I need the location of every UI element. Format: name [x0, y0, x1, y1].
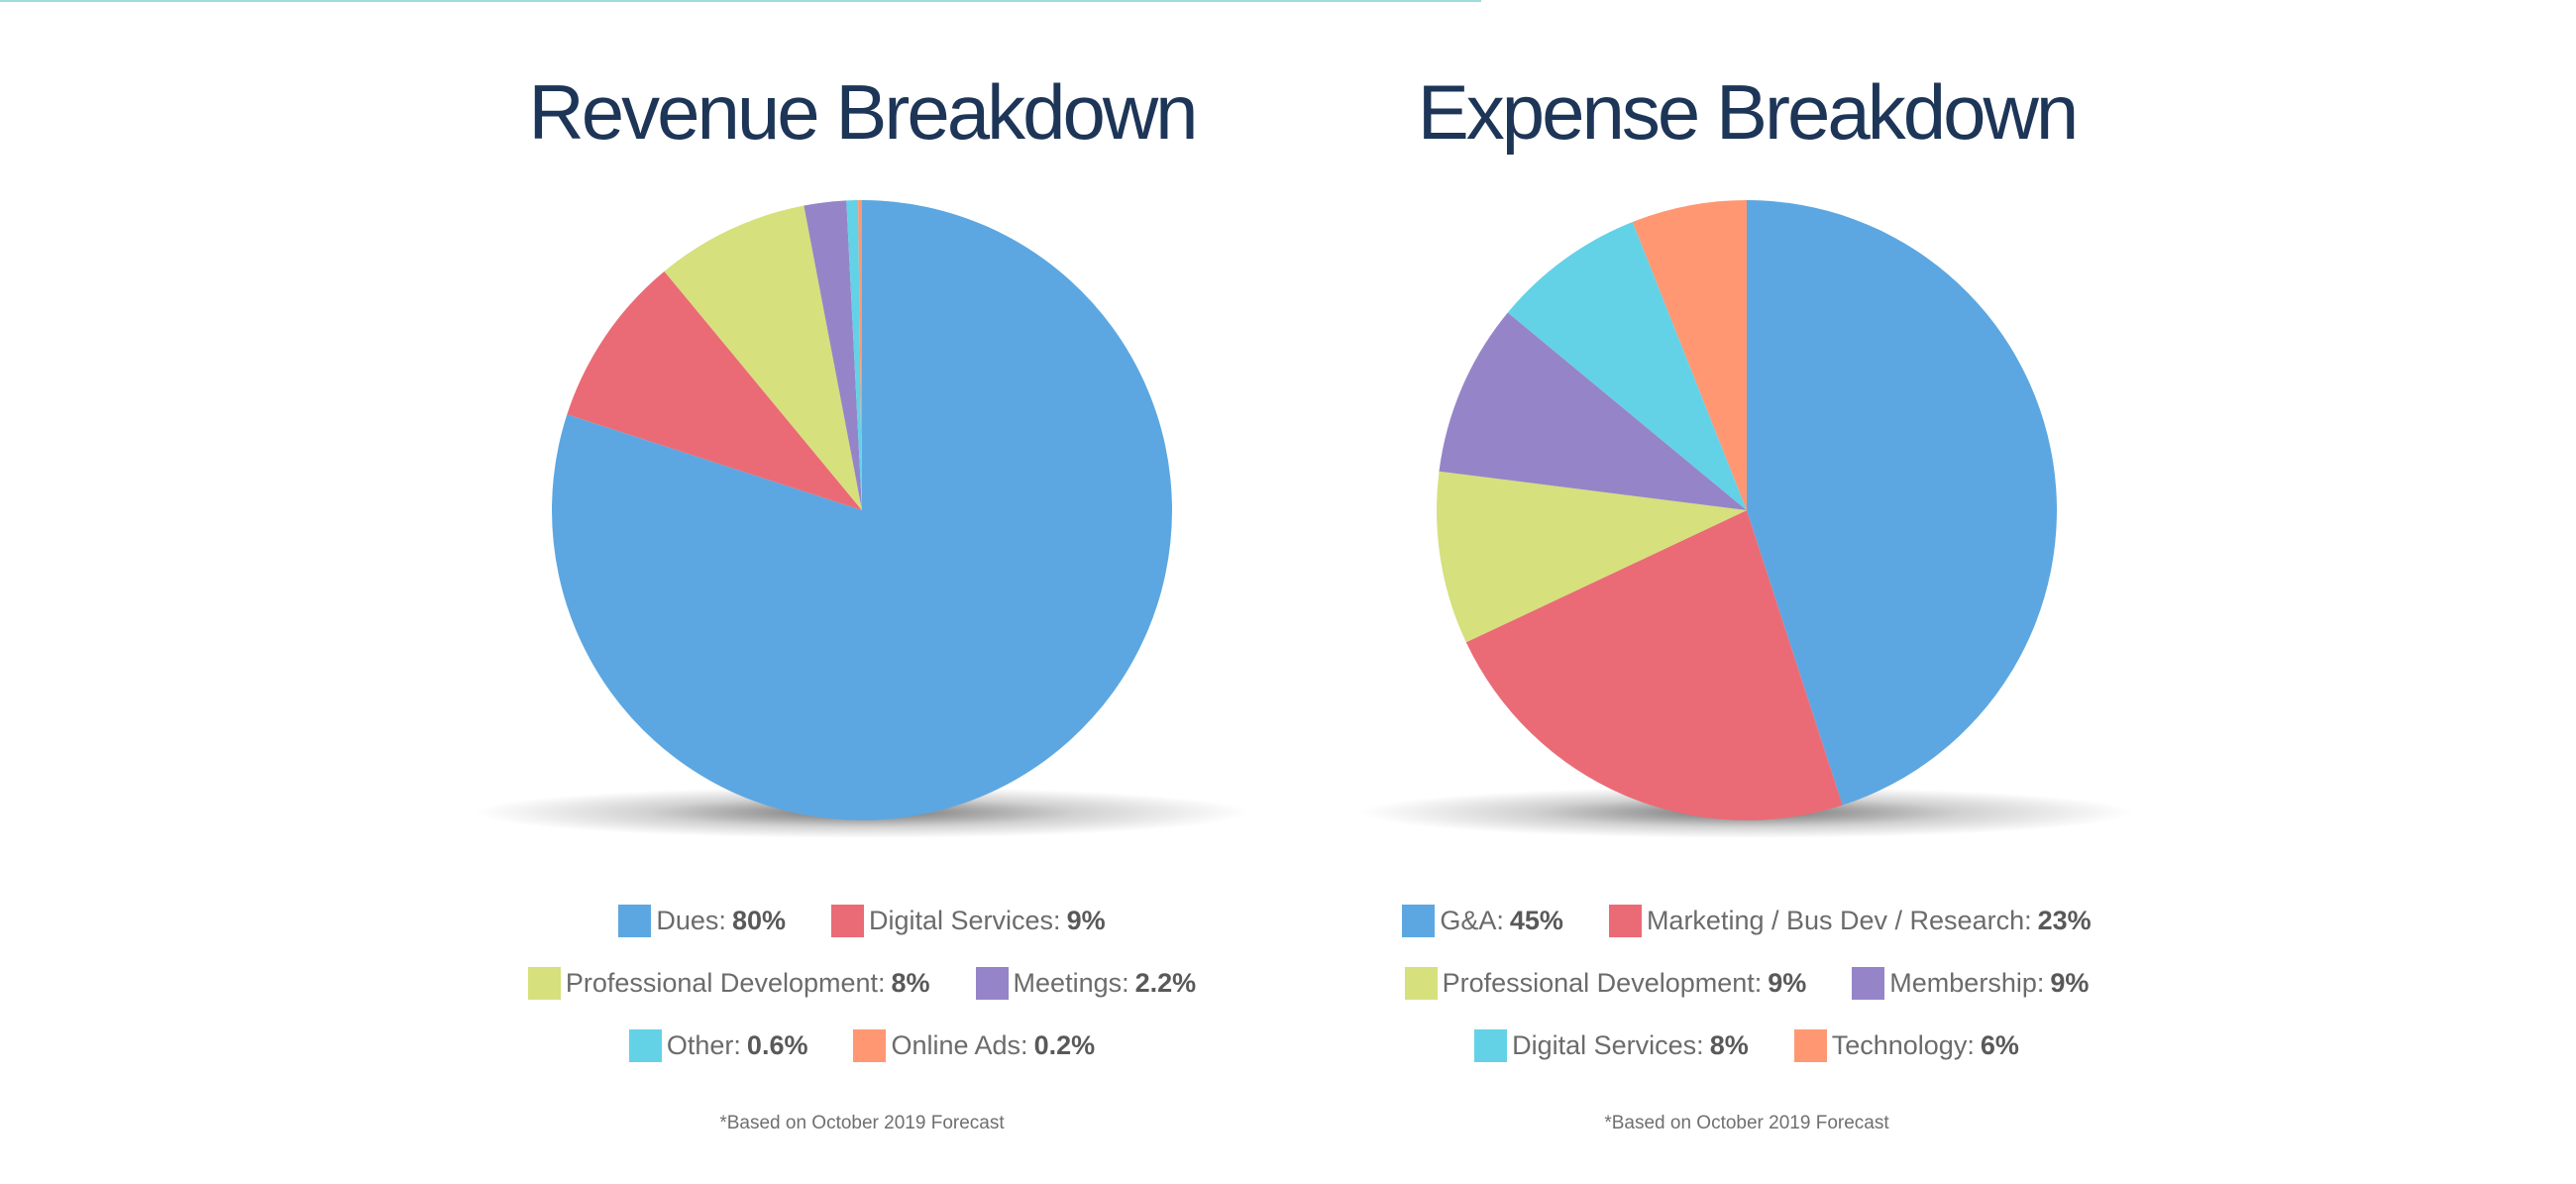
pie-slice-online-ads — [858, 199, 862, 511]
legend-row: Professional Development: 8% Meetings: 2.2% — [485, 952, 1238, 1015]
legend-row: Professional Development: 9% Membership: 9% — [1370, 952, 2123, 1015]
legend-swatch — [975, 967, 1009, 1000]
legend-value: 0.2% — [1033, 1030, 1096, 1060]
legend-value: 9% — [1066, 906, 1106, 935]
legend-value: 2.2% — [1134, 968, 1197, 998]
legend-value: 45% — [1509, 906, 1563, 935]
legend-swatch — [1404, 967, 1438, 1000]
pie-slice-dues — [552, 200, 1173, 820]
legend-swatch — [628, 1029, 662, 1062]
pie-slice-meetings — [804, 200, 862, 510]
legend-value: 0.6% — [746, 1030, 808, 1060]
legend-swatch — [1402, 905, 1436, 937]
top-divider-line — [0, 0, 1481, 2]
legend-item-digital-services: Digital Services: 8% — [1474, 1029, 1749, 1062]
legend-item-other: Other: 0.6% — [628, 1029, 808, 1062]
legend-item-g-a: G&A: 45% — [1402, 905, 1563, 937]
legend-label: Digital Services: — [869, 906, 1061, 935]
legend-swatch — [1793, 1029, 1827, 1062]
legend-row: Other: 0.6% Online Ads: 0.2% — [485, 1015, 1238, 1077]
pie-slice-digital-services — [1507, 221, 1747, 511]
pie-slice-membership — [1439, 312, 1747, 510]
legend-row: Dues: 80% Digital Services: 9% — [485, 890, 1238, 952]
chart-footnote: *Based on October 2019 Forecast — [719, 1113, 1005, 1133]
pie-slice-professional-development — [1437, 471, 1747, 643]
legend-item-dues: Dues: 80% — [618, 905, 786, 937]
legend-label: Professional Development: — [565, 968, 886, 998]
legend-value: 23% — [2037, 906, 2092, 935]
legend-label: Technology: — [1831, 1030, 1975, 1060]
legend-item-digital-services: Digital Services: 9% — [831, 905, 1106, 937]
legend-label: Professional Development: — [1442, 968, 1763, 998]
legend-item-online-ads: Online Ads: 0.2% — [853, 1029, 1095, 1062]
legend-swatch — [1852, 967, 1885, 1000]
legend-label: Meetings: — [1013, 968, 1129, 998]
legend-item-technology: Technology: 6% — [1793, 1029, 2019, 1062]
legend-value: 9% — [2050, 968, 2090, 998]
legend-row: Digital Services: 8% Technology: 6% — [1370, 1015, 2123, 1077]
legend-label: Digital Services: — [1512, 1030, 1704, 1060]
expense-pie-chart — [1358, 200, 2135, 838]
legend-swatch — [831, 905, 864, 937]
expense-chart-panel: Expense Breakdown G&A: 45% Marketing / Bus… — [1358, 0, 2135, 1184]
legend-label: Marketing / Bus Dev / Research: — [1646, 906, 2032, 935]
revenue-pie-chart — [474, 199, 1250, 838]
legend-item-marketing-bus-dev-research: Marketing / Bus Dev / Research: 23% — [1608, 905, 2092, 937]
legend-item-professional-development: Professional Development: 9% — [1404, 967, 1807, 1000]
legend-label: Dues: — [656, 906, 726, 935]
pie-slice-other — [846, 200, 862, 510]
chart-footnote: *Based on October 2019 Forecast — [1604, 1113, 1889, 1133]
legend-value: 9% — [1768, 968, 1807, 998]
revenue-legend: Dues: 80% Digital Services: 9% Professional … — [485, 890, 1238, 1077]
legend-label: Membership: — [1889, 968, 2045, 998]
legend-swatch — [618, 905, 652, 937]
legend-label: G&A: — [1440, 906, 1504, 935]
legend-label: Online Ads: — [891, 1030, 1028, 1060]
pie-slice-g-a — [1747, 200, 2057, 806]
chart-title: Expense Breakdown — [1417, 68, 2079, 156]
legend-swatch — [1474, 1029, 1508, 1062]
legend-value: 80% — [731, 906, 786, 935]
chart-title: Revenue Breakdown — [528, 68, 1198, 156]
revenue-chart-panel: Revenue Breakdown Dues: 80% Digital Servic… — [474, 0, 1250, 1184]
legend-swatch — [853, 1029, 887, 1062]
pie-slice-marketing-bus-dev-research — [1465, 510, 1843, 820]
legend-row: G&A: 45% Marketing / Bus Dev / Research: 23… — [1370, 890, 2123, 952]
legend-value: 6% — [1980, 1030, 2019, 1060]
legend-item-meetings: Meetings: 2.2% — [975, 967, 1197, 1000]
legend-item-professional-development: Professional Development: 8% — [527, 967, 930, 1000]
legend-value: 8% — [1709, 1030, 1749, 1060]
legend-label: Other: — [666, 1030, 741, 1060]
legend-item-membership: Membership: 9% — [1852, 967, 2089, 1000]
pie-slice-professional-development — [664, 205, 862, 510]
pie-slice-technology — [1632, 200, 1747, 510]
legend-swatch — [1608, 905, 1642, 937]
legend-swatch — [527, 967, 561, 1000]
pie-slice-digital-services — [567, 270, 862, 510]
legend-value: 8% — [891, 968, 930, 998]
expense-legend: G&A: 45% Marketing / Bus Dev / Research: 23… — [1370, 890, 2123, 1077]
